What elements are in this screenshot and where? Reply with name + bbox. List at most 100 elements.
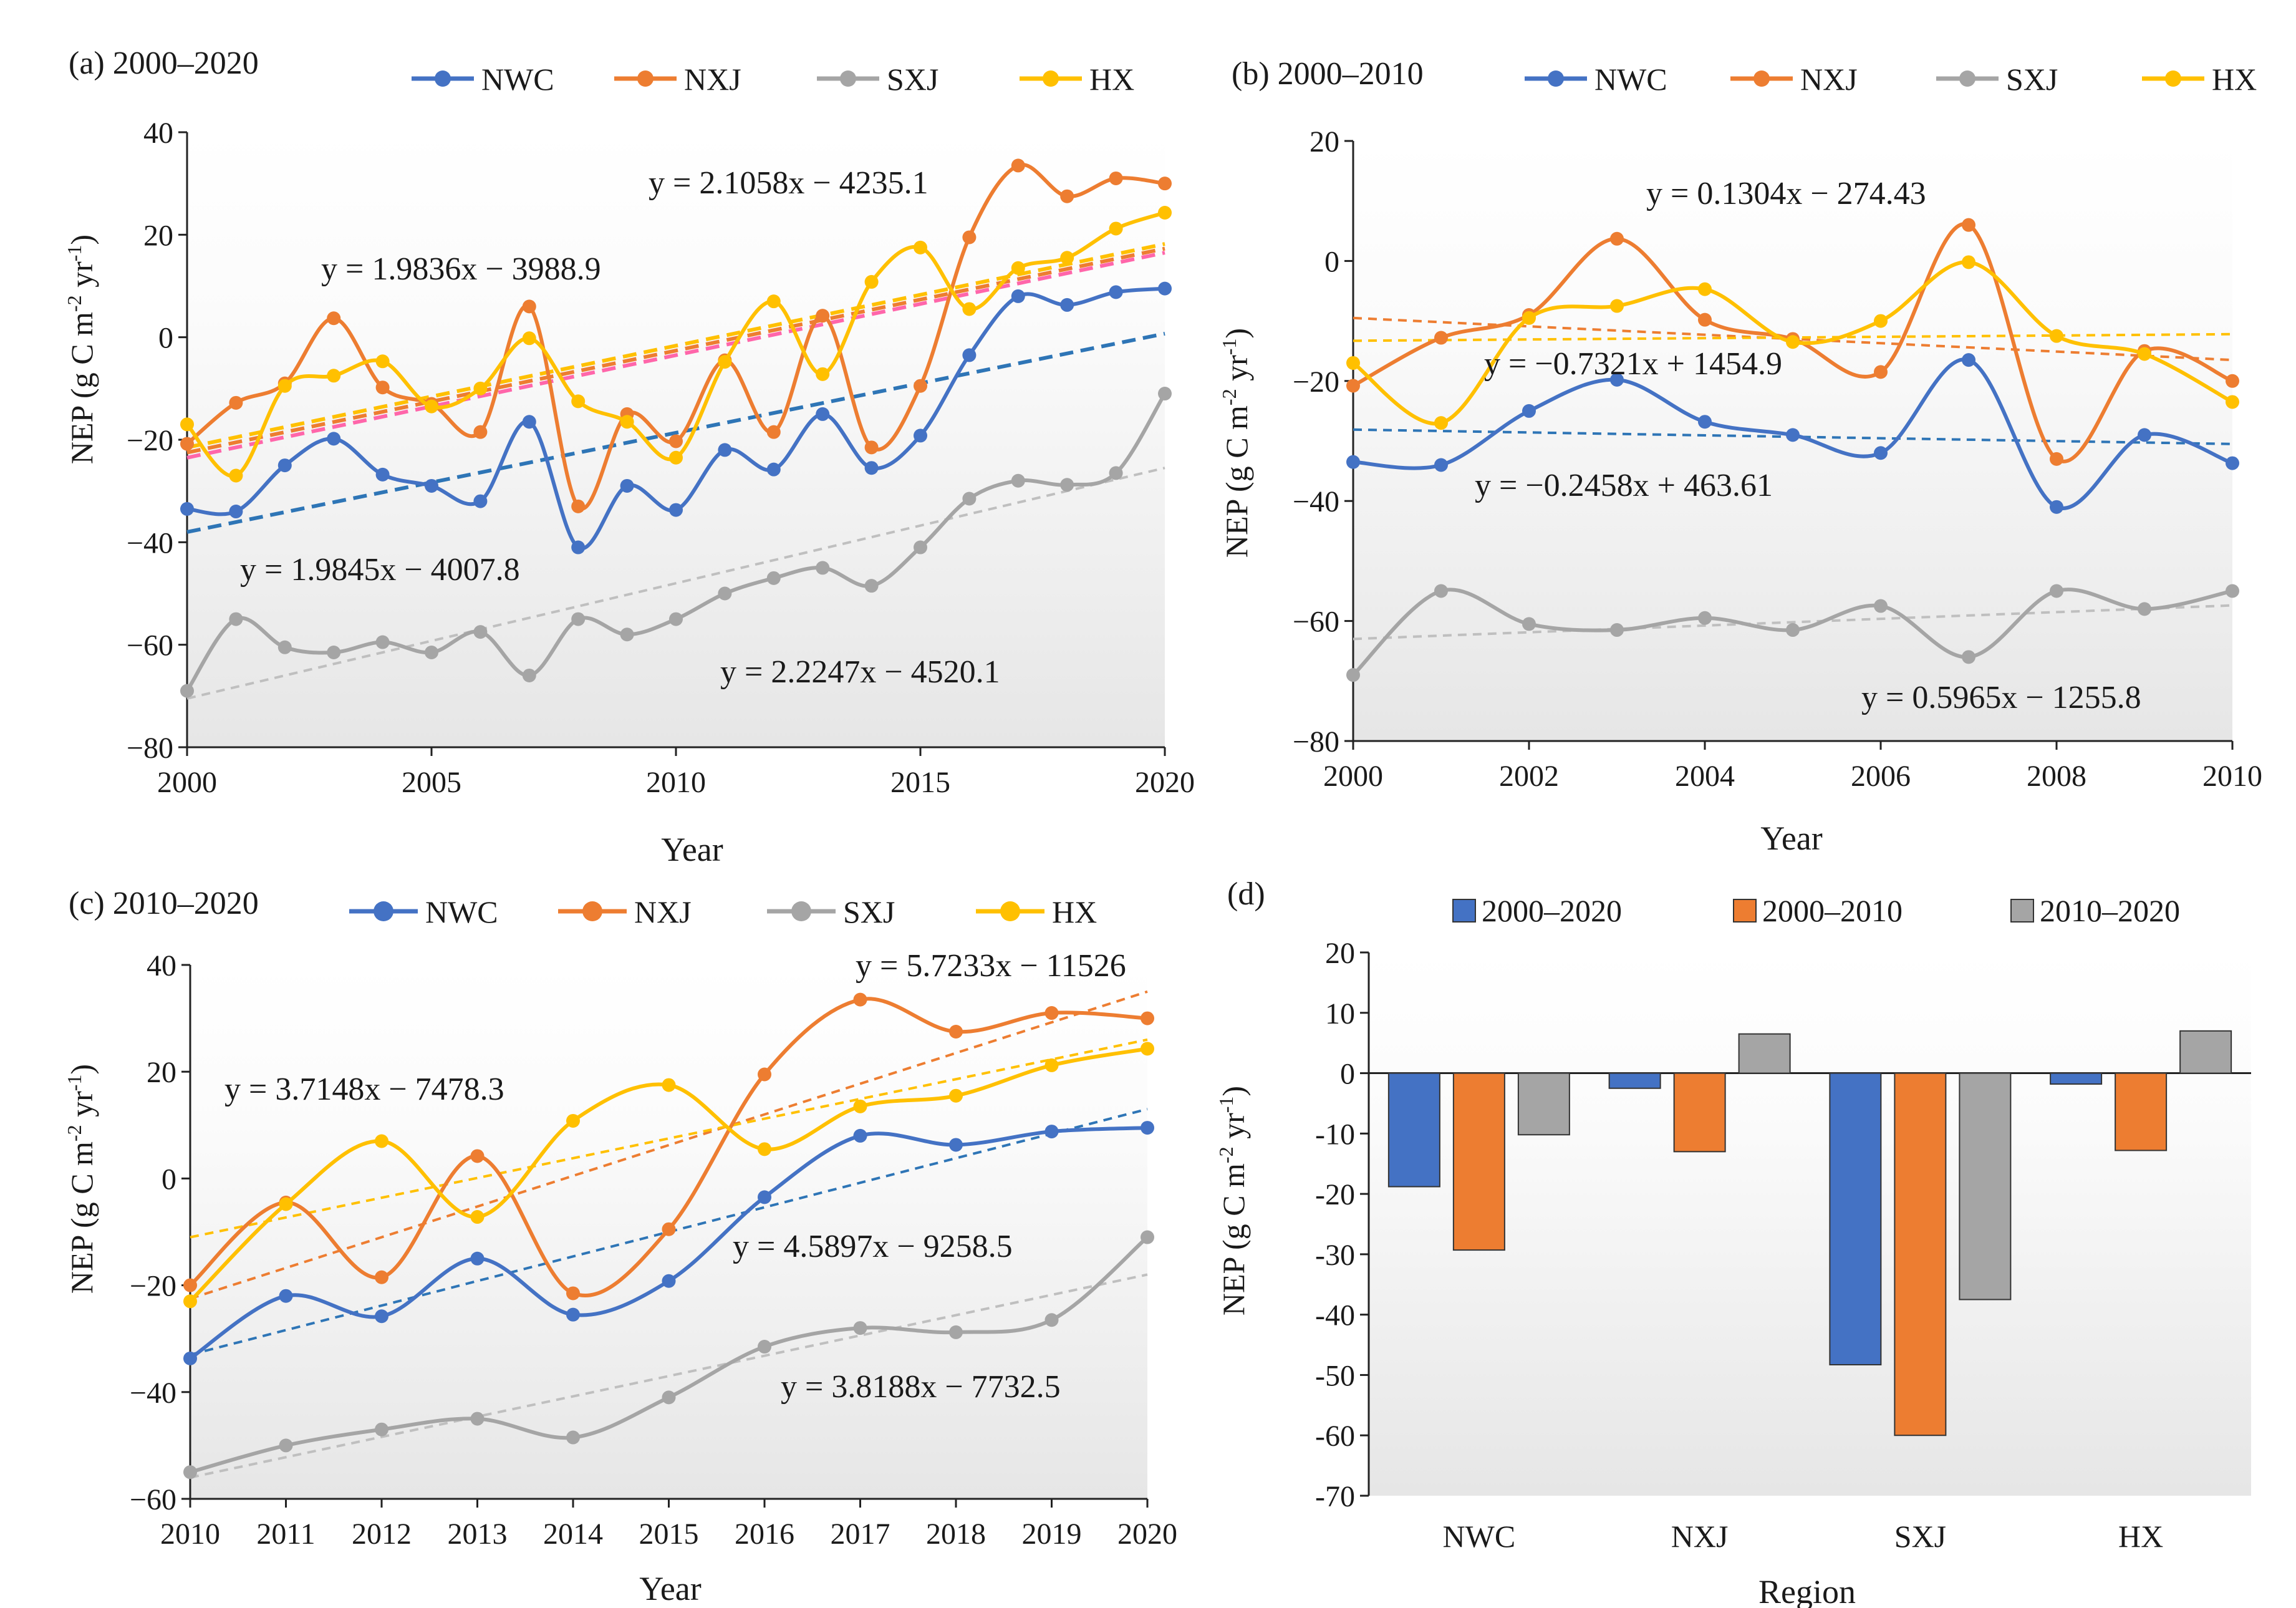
- legend-marker-nxj: [1753, 70, 1770, 87]
- data-point-hx: [279, 1197, 293, 1211]
- data-point-hx: [1610, 299, 1624, 313]
- data-point-nxj: [1044, 1006, 1059, 1020]
- data-point-nxj: [522, 299, 536, 314]
- data-point-nwc: [949, 1138, 963, 1152]
- trend-equation: y = 2.1058x − 4235.1: [649, 165, 929, 201]
- data-point-sxj: [620, 627, 634, 642]
- series-line-hx: [188, 1047, 1148, 1303]
- data-point-nxj: [571, 499, 586, 513]
- data-point-nxj: [1346, 379, 1360, 393]
- data-point-nxj: [327, 311, 341, 326]
- x-tick-label: 2006: [1851, 760, 1911, 793]
- data-point-sxj: [327, 645, 341, 659]
- panel-a-line-chart: −80 −60 −40 −20 0 20 40 2000 2005 2010 2015 2020 (a…: [63, 46, 1195, 868]
- data-point-nwc: [2050, 500, 2063, 514]
- series-line-nwc: [1353, 357, 2234, 510]
- data-point-nxj: [473, 425, 488, 439]
- legend-marker-hx: [1043, 70, 1059, 87]
- data-point-hx: [949, 1088, 963, 1103]
- x-tick-label: SXJ: [1894, 1519, 1946, 1554]
- data-point-sxj: [1141, 1230, 1154, 1244]
- data-point-sxj: [1346, 668, 1360, 682]
- legend-label: HX: [1089, 62, 1134, 97]
- bar-hx: [2115, 1072, 2168, 1151]
- legend: NWC NXJ SXJ HX: [1525, 62, 2257, 97]
- data-point-nwc: [1158, 281, 1172, 296]
- y-tick-label: -20: [1315, 1178, 1355, 1211]
- data-point-hx: [375, 354, 390, 369]
- data-point-hx: [425, 399, 438, 414]
- bar-nwc: [1387, 1072, 1440, 1188]
- data-point-nwc: [853, 1128, 867, 1143]
- data-point-sxj: [2138, 602, 2151, 616]
- data-point-nxj: [949, 1025, 963, 1039]
- x-tick-label: 2018: [926, 1518, 986, 1551]
- legend-label: HX: [1052, 894, 1097, 929]
- data-point-hx: [1962, 255, 1975, 269]
- data-point-nxj: [1109, 171, 1123, 185]
- data-point-nwc: [766, 462, 781, 477]
- data-point-hx: [571, 394, 586, 409]
- trend-line-hx: [190, 1038, 1148, 1239]
- data-point-hx: [758, 1142, 771, 1156]
- trend-line-sxj: [1353, 604, 2233, 641]
- panel-c-line-chart: −60 −40 −20 0 20 40 2010 2011 2012 2013 2014 2015 20…: [63, 886, 1177, 1607]
- bar-nxj: [1608, 1072, 1661, 1089]
- panel-title: (d): [1227, 876, 1265, 912]
- data-point-hx: [914, 240, 927, 254]
- data-point-sxj: [1962, 650, 1975, 664]
- y-tick-label: −60: [1293, 606, 1339, 639]
- data-point-nwc: [1874, 446, 1888, 460]
- data-point-nxj: [1141, 1011, 1154, 1025]
- data-point-sxj: [1060, 478, 1074, 492]
- y-tick-label: -50: [1315, 1359, 1355, 1392]
- legend-swatch: [1452, 899, 1476, 923]
- x-tick-label: HX: [2118, 1519, 2163, 1554]
- legend-label: NWC: [481, 62, 554, 97]
- data-point-hx: [1698, 282, 1712, 296]
- trend-equation: y = −0.2458x + 463.61: [1475, 468, 1773, 503]
- data-point-hx: [327, 369, 341, 383]
- data-point-sxj: [1158, 387, 1172, 401]
- trend-equation: y = 0.1304x − 274.43: [1646, 176, 1926, 211]
- x-tick-label: 2015: [639, 1518, 699, 1551]
- y-tick-label: -60: [1315, 1420, 1355, 1453]
- data-point-sxj: [1610, 623, 1624, 637]
- trend-equation: y = 0.5965x − 1255.8: [1861, 680, 2141, 715]
- data-point-sxj: [277, 640, 292, 654]
- data-point-nxj: [2050, 452, 2063, 466]
- legend-marker-sxj: [840, 70, 856, 87]
- data-point-nwc: [522, 415, 536, 429]
- x-tick-label: 2020: [1135, 766, 1195, 799]
- data-point-nwc: [1962, 353, 1975, 367]
- data-point-nxj: [375, 380, 390, 395]
- data-point-hx: [816, 367, 830, 381]
- bar-sxj: [1894, 1072, 1947, 1436]
- bar-hx: [2179, 1030, 2232, 1074]
- data-point-hx: [473, 381, 488, 395]
- data-point-nwc: [1698, 415, 1712, 429]
- data-point-sxj: [1698, 611, 1712, 625]
- data-point-nwc: [1011, 289, 1025, 303]
- data-point-sxj: [766, 571, 781, 585]
- data-point-hx: [766, 294, 781, 309]
- x-tick-label: 2017: [831, 1518, 890, 1551]
- data-point-nxj: [375, 1270, 388, 1284]
- y-tick-label: -40: [1315, 1299, 1355, 1332]
- data-point-sxj: [1522, 617, 1536, 631]
- data-point-nwc: [816, 407, 830, 421]
- trend-equation: y = 5.7233x − 11526: [856, 948, 1126, 984]
- y-tick-label: −60: [127, 629, 173, 662]
- trend-equation: y = 2.2247x − 4520.1: [720, 654, 1000, 690]
- x-axis-label: Year: [639, 1570, 702, 1607]
- bar-hx: [2050, 1072, 2103, 1085]
- data-point-nwc: [566, 1307, 580, 1322]
- axes: [181, 964, 1149, 1508]
- y-tick-label: 20: [147, 1056, 176, 1089]
- tick-labels: −60 −40 −20 0 20 40 2010 2011 2012 2013 2014 2015 20…: [130, 949, 1177, 1551]
- data-point-sxj: [571, 612, 586, 626]
- data-point-hx: [2226, 395, 2239, 409]
- x-tick-label: 2019: [1022, 1518, 1082, 1551]
- data-point-nwc: [277, 458, 292, 473]
- trend-line-nxj: [190, 990, 1148, 1300]
